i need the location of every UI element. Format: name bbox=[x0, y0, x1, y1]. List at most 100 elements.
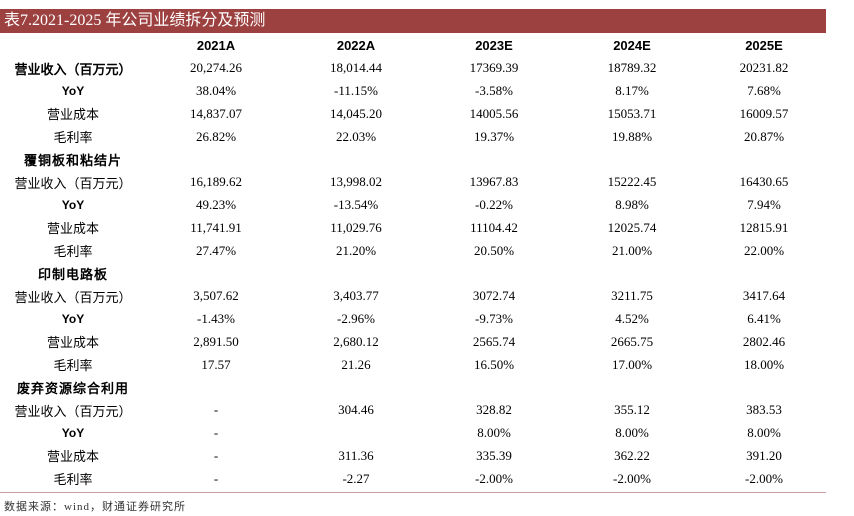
table-cell: 20231.82 bbox=[739, 60, 789, 76]
header-row: 2021A 2022A 2023E 2024E 2025E bbox=[0, 34, 826, 57]
row-label: 营业收入（百万元） bbox=[14, 403, 132, 419]
table-cell: 20.50% bbox=[473, 242, 515, 258]
table-body: 营业收入（百万元） 20,274.26 18,014.44 17369.39 18789… bbox=[0, 57, 826, 490]
table-cell: 22.03% bbox=[335, 128, 377, 144]
table-cell: 11,029.76 bbox=[330, 219, 382, 235]
table-cell: 7.94% bbox=[747, 196, 781, 212]
empty-cell bbox=[702, 376, 826, 399]
row-label: 营业成本 bbox=[46, 107, 99, 123]
table-cell: 38.04% bbox=[195, 82, 237, 98]
table-cell: 8.00% bbox=[615, 424, 649, 440]
table-cell: - bbox=[213, 402, 219, 418]
table-cell: 21.26 bbox=[341, 356, 371, 372]
empty-cell bbox=[146, 262, 286, 285]
table-row: 营业收入（百万元） 3,507.62 3,403.77 3072.74 3211.75 3… bbox=[0, 285, 826, 308]
empty-cell bbox=[286, 262, 426, 285]
row-label: YoY bbox=[61, 83, 85, 98]
table-cell: 3,403.77 bbox=[333, 288, 379, 304]
row-label: YoY bbox=[61, 197, 85, 212]
table-cell: 19.37% bbox=[473, 128, 515, 144]
table-cell: 49.23% bbox=[195, 196, 237, 212]
table-cell: 311.36 bbox=[338, 447, 374, 463]
table-row: 营业收入（百万元） 16,189.62 13,998.02 13967.83 15222… bbox=[0, 171, 826, 194]
table-cell: 2,680.12 bbox=[333, 333, 379, 349]
table-cell: 12025.74 bbox=[607, 219, 657, 235]
row-label: 营业收入（百万元） bbox=[14, 289, 132, 305]
table-cell: 16,189.62 bbox=[190, 174, 242, 190]
table-row: 营业收入（百万元） - 304.46 328.82 355.12 383.53 bbox=[0, 399, 826, 422]
column-header: 2024E bbox=[613, 37, 651, 53]
column-header: 2022A bbox=[336, 37, 376, 53]
table-cell: - bbox=[213, 424, 219, 440]
empty-cell bbox=[426, 148, 562, 171]
table-cell: 14,837.07 bbox=[190, 105, 242, 121]
table-cell: -2.00% bbox=[745, 470, 783, 486]
section-row: 覆铜板和粘结片 bbox=[0, 148, 826, 171]
table-row: 毛利率 17.57 21.26 16.50% 17.00% 18.00% bbox=[0, 353, 826, 376]
table-title: 表7.2021-2025 年公司业绩拆分及预测 bbox=[0, 9, 826, 33]
table-cell: -9.73% bbox=[475, 310, 513, 326]
section-row: 废弃资源综合利用 bbox=[0, 376, 826, 399]
empty-cell bbox=[702, 148, 826, 171]
table-cell: 17369.39 bbox=[469, 60, 519, 76]
table-cell: 16009.57 bbox=[739, 105, 789, 121]
section-label: 印制电路板 bbox=[37, 266, 108, 282]
table-cell: 26.82% bbox=[195, 128, 237, 144]
table-cell: 11,741.91 bbox=[190, 219, 242, 235]
section-row: 印制电路板 bbox=[0, 262, 826, 285]
table-cell: 355.12 bbox=[614, 402, 650, 418]
table-row: 毛利率 27.47% 21.20% 20.50% 21.00% 22.00% bbox=[0, 239, 826, 262]
table-cell: 18,014.44 bbox=[330, 60, 382, 76]
row-label: 营业收入（百万元） bbox=[14, 175, 132, 191]
table-cell: 18.00% bbox=[743, 356, 785, 372]
empty-cell bbox=[286, 376, 426, 399]
table-cell: 21.00% bbox=[611, 242, 653, 258]
empty-cell bbox=[702, 262, 826, 285]
empty-cell bbox=[426, 262, 562, 285]
row-label: 毛利率 bbox=[53, 130, 93, 146]
table-row: 毛利率 - -2.27 -2.00% -2.00% -2.00% bbox=[0, 467, 826, 490]
section-label: 覆铜板和粘结片 bbox=[23, 152, 122, 168]
table-cell: 20,274.26 bbox=[190, 60, 242, 76]
financial-table: 2021A 2022A 2023E 2024E 2025E 营业收入（百万元） 2… bbox=[0, 34, 826, 490]
table-cell: -1.43% bbox=[197, 310, 235, 326]
table-cell: 2565.74 bbox=[472, 333, 516, 349]
table-row: 毛利率 26.82% 22.03% 19.37% 19.88% 20.87% bbox=[0, 125, 826, 148]
table-row: 营业收入（百万元） 20,274.26 18,014.44 17369.39 18789… bbox=[0, 57, 826, 80]
table-cell: 391.20 bbox=[746, 447, 782, 463]
table-cell: -11.15% bbox=[334, 82, 378, 98]
empty-cell bbox=[562, 262, 702, 285]
table-cell: 14,045.20 bbox=[330, 105, 382, 121]
row-label: 营业成本 bbox=[46, 335, 99, 351]
table-cell: 362.22 bbox=[614, 447, 650, 463]
table-cell: -3.58% bbox=[475, 82, 513, 98]
table-cell: 11104.42 bbox=[470, 219, 518, 235]
table-cell: 8.17% bbox=[615, 82, 649, 98]
table-cell: 16.50% bbox=[473, 356, 515, 372]
row-label: 营业成本 bbox=[46, 449, 99, 465]
table-row: YoY -1.43% -2.96% -9.73% 4.52% 6.41% bbox=[0, 308, 826, 331]
empty-cell bbox=[286, 148, 426, 171]
column-header: 2023E bbox=[475, 37, 513, 53]
table-cell: - bbox=[213, 447, 219, 463]
empty-cell bbox=[426, 376, 562, 399]
table-row: 营业成本 11,741.91 11,029.76 11104.42 12025.74 12… bbox=[0, 216, 826, 239]
header-label-cell bbox=[0, 34, 146, 57]
table-row: YoY 49.23% -13.54% -0.22% 8.98% 7.94% bbox=[0, 194, 826, 217]
row-label: 毛利率 bbox=[53, 358, 93, 374]
table-cell: 8.98% bbox=[615, 196, 649, 212]
table-cell: 383.53 bbox=[746, 402, 782, 418]
table-cell: 4.52% bbox=[615, 310, 649, 326]
row-label: 营业收入（百万元） bbox=[14, 61, 132, 77]
table-cell: 21.20% bbox=[335, 242, 377, 258]
table-cell: 3,507.62 bbox=[193, 288, 239, 304]
row-label: YoY bbox=[61, 311, 85, 326]
table-cell: - bbox=[213, 470, 219, 486]
empty-cell bbox=[562, 148, 702, 171]
section-label: 废弃资源综合利用 bbox=[16, 380, 129, 396]
table-cell: 17.57 bbox=[201, 356, 231, 372]
table-cell: 14005.56 bbox=[469, 105, 519, 121]
row-label: YoY bbox=[61, 425, 85, 440]
table-cell: 22.00% bbox=[743, 242, 785, 258]
table-cell: 13967.83 bbox=[469, 174, 519, 190]
